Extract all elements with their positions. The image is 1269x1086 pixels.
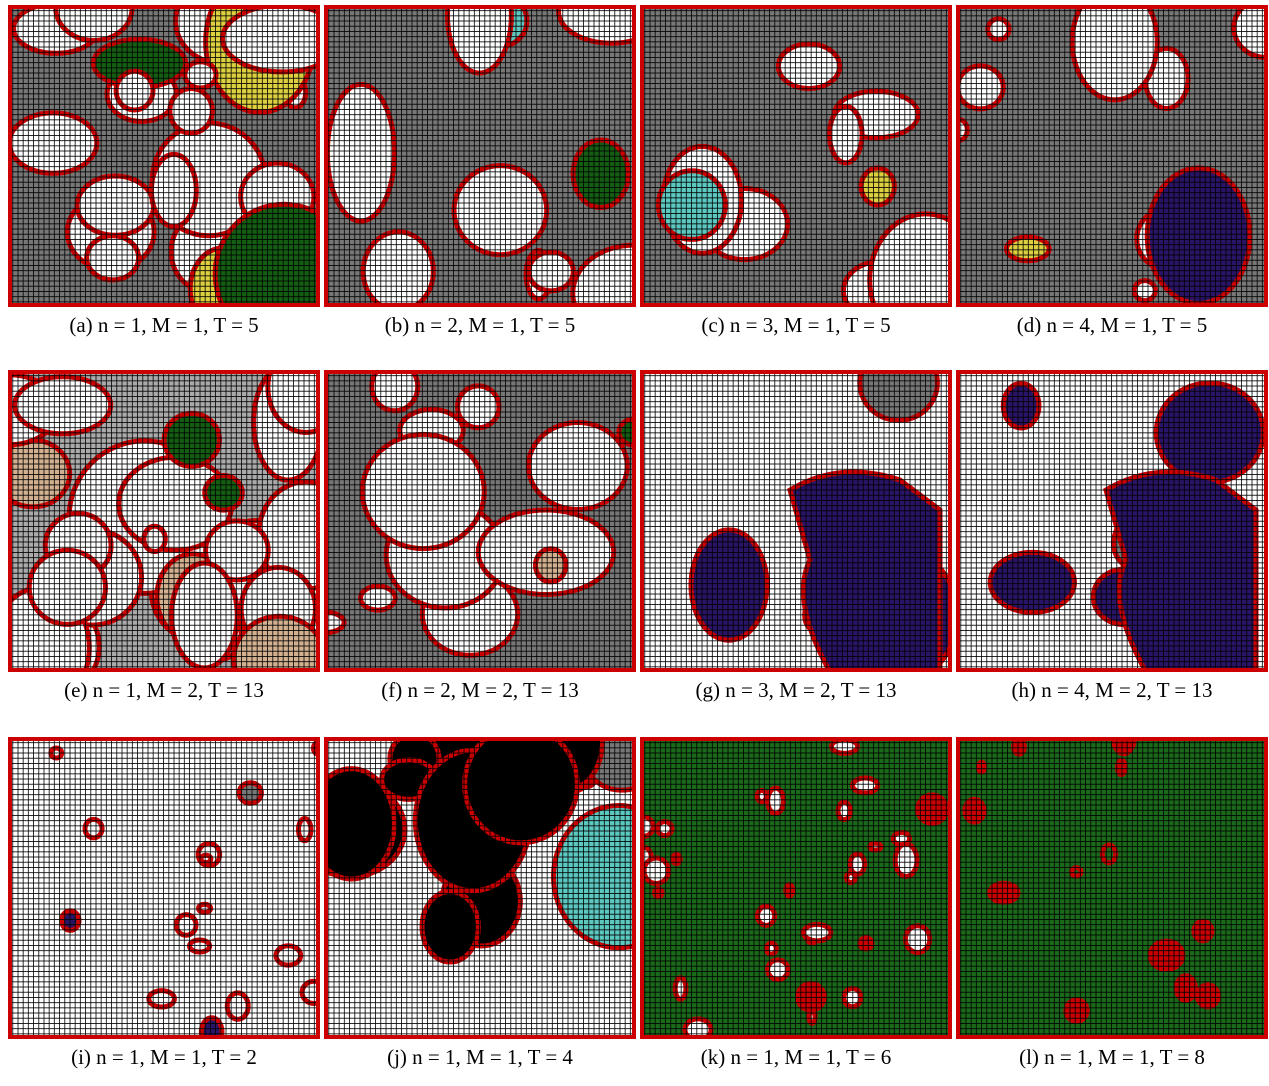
- caption: (k) n = 1, M = 1, T = 6: [700, 1045, 892, 1069]
- caption: (f) n = 2, M = 2, T = 13: [381, 678, 579, 702]
- panel: (i) n = 1, M = 1, T = 2: [8, 737, 320, 1070]
- grid-image: [324, 5, 636, 307]
- grid-image: [640, 370, 952, 672]
- caption: (d) n = 4, M = 1, T = 5: [1016, 313, 1208, 337]
- panel: (f) n = 2, M = 2, T = 13: [324, 370, 636, 703]
- panel: (h) n = 4, M = 2, T = 13: [956, 370, 1268, 703]
- grid-image: [8, 5, 320, 307]
- caption: (l) n = 1, M = 1, T = 8: [1019, 1045, 1205, 1069]
- panel: (l) n = 1, M = 1, T = 8: [956, 737, 1268, 1070]
- caption: (h) n = 4, M = 2, T = 13: [1011, 678, 1213, 702]
- caption: (j) n = 1, M = 1, T = 4: [387, 1045, 573, 1069]
- panel: (a) n = 1, M = 1, T = 5: [8, 5, 320, 338]
- panel: (d) n = 4, M = 1, T = 5: [956, 5, 1268, 338]
- caption: (c) n = 3, M = 1, T = 5: [701, 313, 891, 337]
- grid-image: [324, 737, 636, 1039]
- panel: (e) n = 1, M = 2, T = 13: [8, 370, 320, 703]
- grid-image: [640, 737, 952, 1039]
- caption: (b) n = 2, M = 1, T = 5: [384, 313, 576, 337]
- panel: (k) n = 1, M = 1, T = 6: [640, 737, 952, 1070]
- caption: (e) n = 1, M = 2, T = 13: [64, 678, 264, 702]
- grid-image: [956, 737, 1268, 1039]
- grid-image: [324, 370, 636, 672]
- panel: (c) n = 3, M = 1, T = 5: [640, 5, 952, 338]
- panel: (j) n = 1, M = 1, T = 4: [324, 737, 636, 1070]
- caption: (i) n = 1, M = 1, T = 2: [71, 1045, 257, 1069]
- grid-image: [956, 370, 1268, 672]
- grid-image: [8, 737, 320, 1039]
- caption: (a) n = 1, M = 1, T = 5: [69, 313, 259, 337]
- panel: (g) n = 3, M = 2, T = 13: [640, 370, 952, 703]
- grid-image: [640, 5, 952, 307]
- panel: (b) n = 2, M = 1, T = 5: [324, 5, 636, 338]
- grid-image: [956, 5, 1268, 307]
- caption: (g) n = 3, M = 2, T = 13: [695, 678, 897, 702]
- grid-image: [8, 370, 320, 672]
